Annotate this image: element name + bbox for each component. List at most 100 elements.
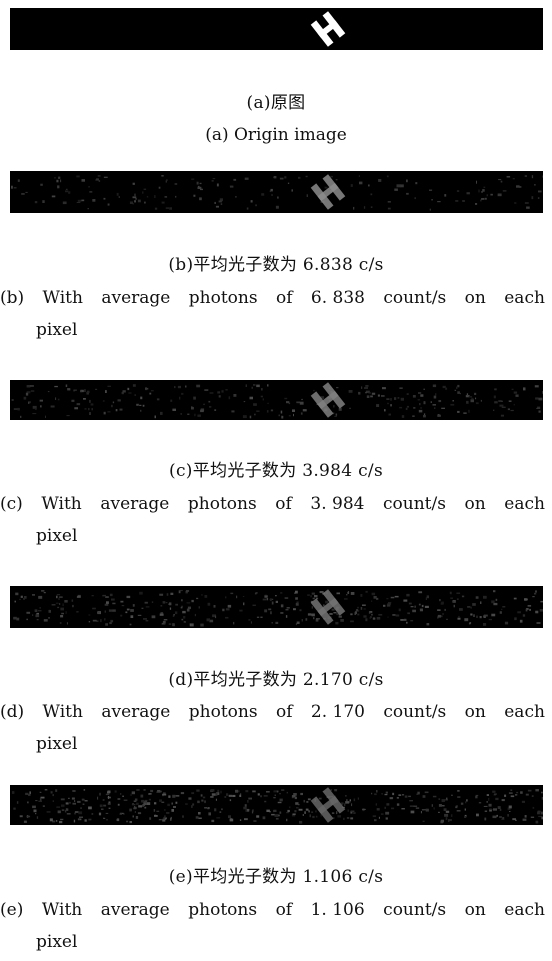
noise-speck — [220, 790, 222, 794]
noise-speck — [273, 809, 277, 812]
noise-speck — [530, 816, 535, 818]
noise-speck — [516, 185, 520, 188]
noise-speck — [346, 817, 350, 819]
noise-speck — [537, 810, 541, 813]
h-shape-stroke — [317, 390, 339, 410]
noise-speck — [408, 602, 412, 605]
noise-speck — [524, 815, 527, 818]
noise-speck — [249, 396, 253, 400]
noise-speck — [499, 404, 504, 407]
figure-c-image — [10, 380, 543, 420]
noise-speck — [172, 623, 175, 627]
noise-speck — [353, 206, 355, 210]
noise-speck — [286, 812, 289, 814]
noise-speck — [466, 400, 469, 404]
noise-speck — [502, 190, 507, 192]
noise-speck — [279, 811, 282, 814]
noise-speck — [336, 592, 340, 595]
noise-speck — [507, 814, 509, 817]
noise-speck — [20, 595, 23, 598]
noise-speck — [26, 815, 31, 818]
noise-speck — [166, 812, 170, 814]
caption-line-1: (d) With average photons of 2. 170 count… — [0, 696, 545, 728]
noise-speck — [529, 608, 531, 611]
noise-speck — [213, 605, 216, 608]
noise-speck — [307, 613, 312, 616]
noise-speck — [99, 804, 103, 808]
noise-speck — [273, 790, 278, 793]
noise-speck — [58, 597, 60, 600]
noise-speck — [128, 392, 132, 394]
noise-speck — [535, 789, 539, 792]
noise-speck — [256, 616, 260, 618]
noise-speck — [294, 810, 297, 813]
noise-speck — [266, 809, 270, 812]
noise-speck — [371, 792, 373, 795]
noise-speck — [432, 384, 437, 388]
noise-speck — [497, 193, 502, 197]
noise-speck — [498, 179, 502, 181]
noise-speck — [475, 795, 478, 799]
noise-speck — [493, 590, 496, 593]
noise-speck — [209, 406, 212, 408]
figure-d-caption-en: (d) With average photons of 2. 170 count… — [0, 696, 545, 760]
noise-speck — [483, 623, 487, 626]
noise-speck — [457, 391, 460, 394]
h-shape — [310, 11, 346, 47]
noise-speck — [270, 188, 273, 192]
noise-speck — [370, 395, 373, 398]
noise-speck — [368, 392, 371, 394]
noise-speck — [55, 820, 58, 822]
noise-speck — [210, 789, 215, 792]
noise-speck — [108, 807, 111, 809]
noise-speck — [347, 592, 349, 594]
noise-speck — [527, 789, 532, 792]
noise-speck — [32, 614, 34, 616]
noise-speck — [456, 592, 461, 594]
noise-speck — [299, 609, 302, 612]
noise-speck — [271, 194, 273, 196]
noise-speck — [423, 415, 426, 418]
noise-speck — [229, 818, 234, 822]
noise-speck — [243, 602, 245, 606]
noise-speck — [330, 789, 332, 791]
noise-speck — [363, 206, 366, 209]
noise-speck — [257, 793, 260, 796]
noise-speck — [136, 789, 140, 791]
noise-speck — [178, 590, 181, 594]
noise-speck — [399, 406, 403, 409]
noise-speck — [535, 397, 539, 400]
noise-speck — [88, 806, 92, 810]
noise-speck — [160, 605, 163, 607]
noise-speck — [117, 803, 120, 806]
noise-speck — [164, 809, 166, 811]
noise-speck — [48, 610, 51, 613]
noise-speck — [199, 197, 202, 201]
noise-speck — [114, 790, 117, 793]
noise-speck — [62, 603, 64, 607]
noise-speck — [365, 390, 370, 393]
noise-speck — [161, 175, 164, 177]
noise-speck — [325, 600, 329, 604]
noise-speck — [69, 801, 71, 804]
noise-speck — [512, 178, 515, 180]
noise-speck — [538, 815, 542, 818]
caption-word: each — [504, 494, 545, 514]
noise-speck — [245, 384, 247, 387]
noise-speck — [410, 810, 415, 814]
noise-speck — [156, 810, 160, 812]
noise-speck — [129, 623, 132, 626]
noise-speck — [524, 202, 529, 204]
noise-speck — [143, 618, 147, 620]
noise-speck — [91, 408, 93, 411]
caption-word: of — [275, 900, 293, 920]
noise-speck — [429, 189, 433, 191]
noise-speck — [162, 620, 166, 624]
noise-speck — [374, 819, 377, 822]
noise-speck — [413, 805, 418, 807]
noise-speck — [515, 794, 518, 796]
noise-speck — [452, 600, 455, 603]
noise-speck — [215, 615, 217, 619]
noise-speck — [369, 617, 371, 619]
noise-speck — [276, 790, 279, 792]
